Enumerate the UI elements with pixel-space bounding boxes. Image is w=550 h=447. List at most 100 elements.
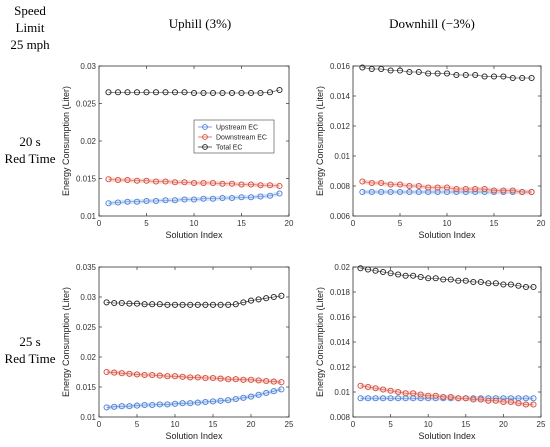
data-point xyxy=(359,178,366,185)
data-point xyxy=(477,278,484,286)
data-point xyxy=(164,373,171,380)
data-point xyxy=(372,385,379,392)
x-tick-label: 5 xyxy=(144,219,149,228)
data-point xyxy=(462,71,469,79)
y-tick-label: 0.016 xyxy=(330,62,351,71)
data-point xyxy=(232,395,239,403)
data-point xyxy=(247,89,255,97)
data-point xyxy=(171,197,179,204)
x-tick-label: 15 xyxy=(461,420,470,429)
data-point xyxy=(114,199,122,206)
data-point xyxy=(257,89,264,97)
data-point xyxy=(126,403,133,410)
data-point xyxy=(380,268,387,276)
data-point xyxy=(387,387,394,394)
data-point xyxy=(410,390,417,397)
data-point xyxy=(156,372,163,379)
chart-panel-uphill-20: 0 5 10 15 20 0.01 0.015 0.02 0.025 0.03 Solution I… xyxy=(61,62,294,240)
row-heading-20s: 20 s Red Time xyxy=(0,133,60,167)
data-point xyxy=(181,196,188,203)
data-point xyxy=(114,176,122,184)
data-point xyxy=(255,296,262,303)
data-point xyxy=(133,198,141,205)
data-point xyxy=(530,283,537,291)
x-tick-label: 20 xyxy=(247,420,256,429)
data-point xyxy=(143,197,150,205)
data-point xyxy=(434,70,441,77)
data-point xyxy=(133,89,141,96)
chart-panel-downhill-20: 0 5 10 15 20 0.006 0.008 0.01 0.012 0.014 0.016 Sol… xyxy=(315,62,546,240)
data-point xyxy=(162,89,169,96)
data-point xyxy=(515,400,522,407)
data-point xyxy=(194,399,201,406)
data-point xyxy=(141,301,148,308)
data-point xyxy=(133,177,141,184)
data-point xyxy=(387,188,394,196)
legend-marker xyxy=(202,134,208,140)
data-point xyxy=(247,194,255,201)
y-axis-label: Energy Consumption (Liter) xyxy=(315,287,325,397)
data-point xyxy=(194,301,201,308)
x-tick-label: 5 xyxy=(135,420,140,429)
y-tick-label: 0.012 xyxy=(330,122,351,131)
data-point xyxy=(141,371,148,379)
data-point xyxy=(143,89,150,96)
data-point xyxy=(179,301,186,308)
data-point xyxy=(402,390,409,397)
data-point xyxy=(490,187,498,194)
data-point xyxy=(217,301,224,308)
x-tick-label: 0 xyxy=(351,420,356,429)
data-point xyxy=(219,194,226,202)
data-point xyxy=(462,395,469,402)
data-point xyxy=(114,89,122,96)
series-line-2 xyxy=(106,295,282,306)
data-point xyxy=(126,370,133,377)
data-point xyxy=(368,65,375,73)
data-point xyxy=(425,392,432,399)
speed-limit-line3: 25 mph xyxy=(10,37,50,52)
data-point xyxy=(278,379,285,386)
series-band-1 xyxy=(108,177,280,189)
data-point xyxy=(395,395,402,402)
data-point xyxy=(481,73,488,80)
y-axis-label: Energy Consumption (Liter) xyxy=(61,86,71,196)
data-point xyxy=(187,301,194,308)
x-tick-label: 25 xyxy=(537,420,546,429)
speed-limit-line1: Speed xyxy=(14,3,46,18)
data-point xyxy=(133,371,141,378)
data-point xyxy=(530,395,537,402)
series-line-2 xyxy=(362,67,532,79)
data-point xyxy=(472,185,479,193)
data-point xyxy=(515,282,522,289)
x-tick-label: 20 xyxy=(499,420,508,429)
data-point xyxy=(141,401,148,409)
data-point xyxy=(217,397,224,404)
y-tick-label: 0.014 xyxy=(330,92,351,101)
y-tick-label: 0.03 xyxy=(80,293,96,302)
data-point xyxy=(500,73,507,80)
data-point xyxy=(181,179,188,186)
data-point xyxy=(240,376,247,383)
data-point xyxy=(368,188,375,196)
data-point xyxy=(219,89,226,97)
y-tick-label: 0.01 xyxy=(80,212,96,221)
series-line-1 xyxy=(362,181,532,193)
data-point xyxy=(164,401,171,408)
data-point xyxy=(171,400,179,407)
y-tick-label: 0.025 xyxy=(76,100,97,109)
data-point xyxy=(425,275,432,282)
data-point xyxy=(124,176,131,184)
legend-label: Total EC xyxy=(216,145,242,152)
data-point xyxy=(202,301,209,308)
data-point xyxy=(364,383,372,391)
data-point xyxy=(164,301,171,308)
data-point xyxy=(432,275,439,282)
y-tick-label: 0.008 xyxy=(330,182,351,191)
data-point xyxy=(209,301,217,308)
data-point xyxy=(372,267,379,274)
data-point xyxy=(500,281,507,288)
data-point xyxy=(507,281,514,288)
data-point xyxy=(357,265,364,272)
series-line-1 xyxy=(108,178,280,187)
